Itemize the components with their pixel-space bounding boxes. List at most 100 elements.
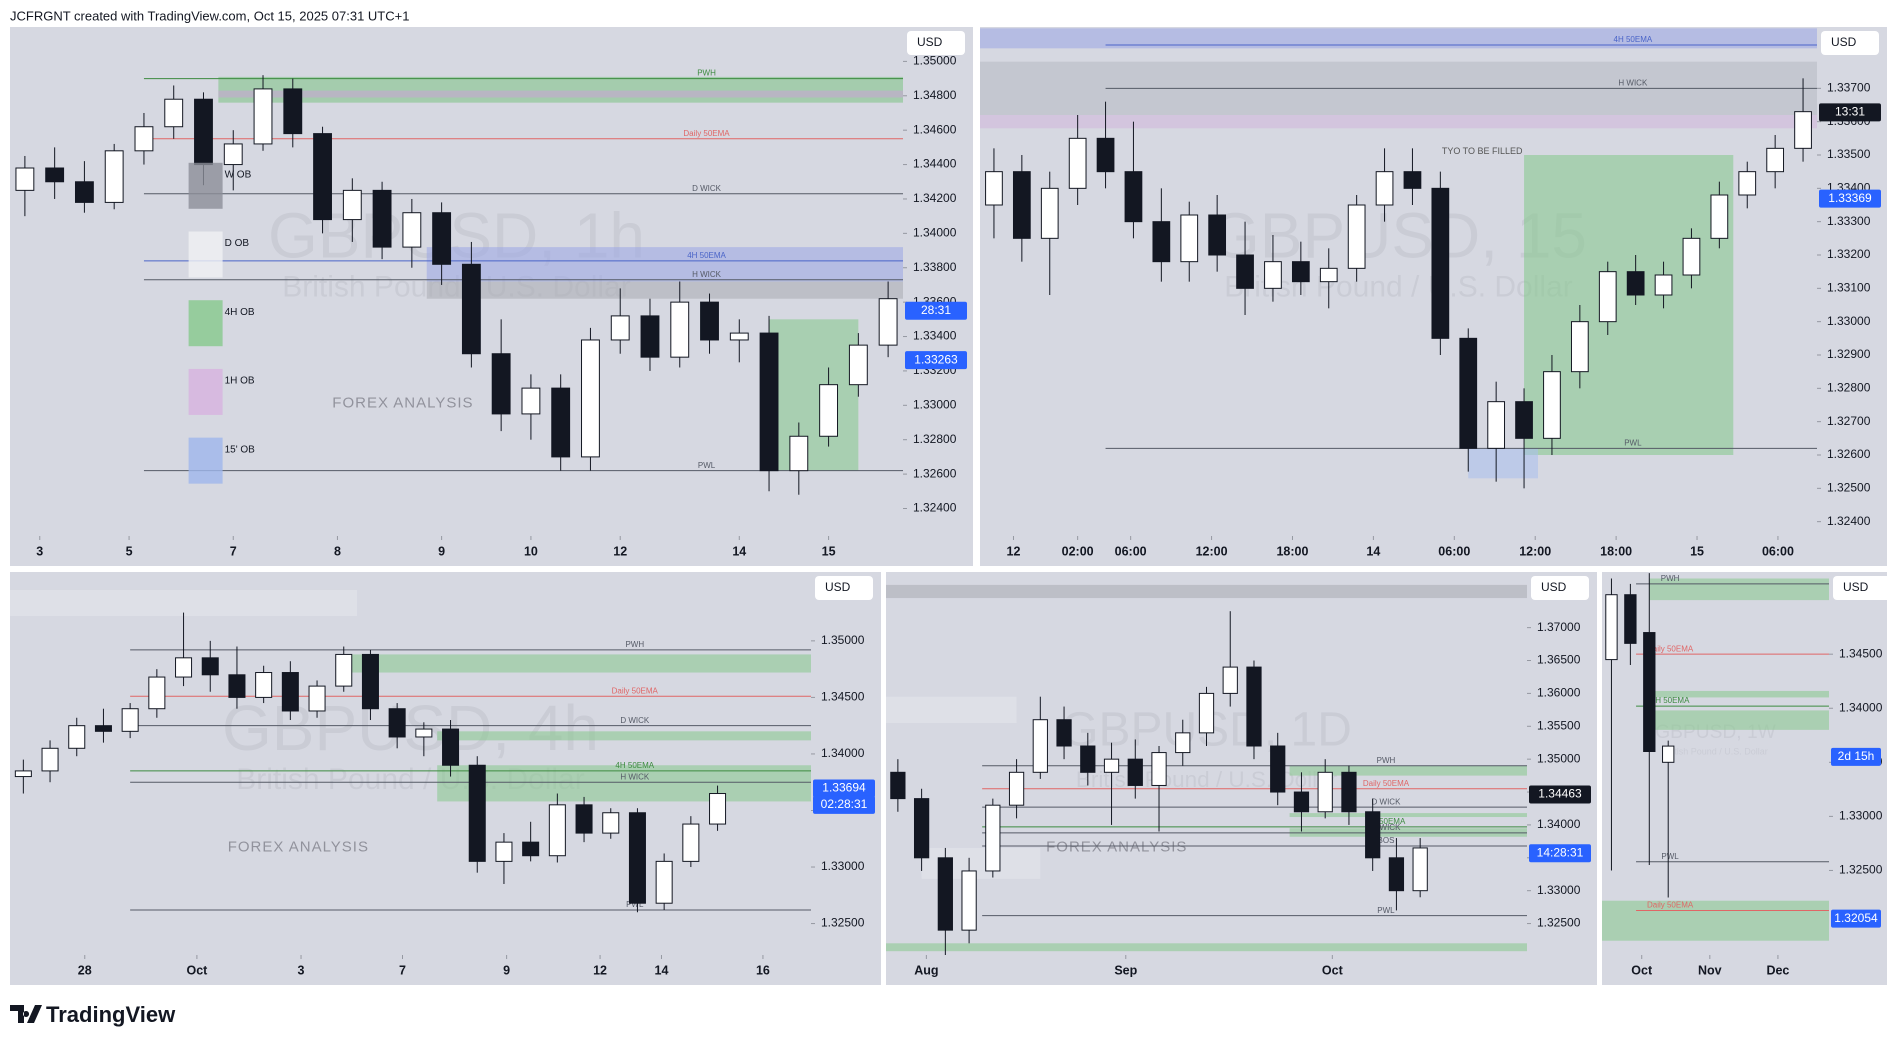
candle-body [1008, 771, 1025, 806]
x-tick-label: 15 [822, 544, 836, 558]
level-label: PWL [626, 900, 644, 909]
candle-body [361, 653, 379, 710]
x-tick-label: 18:00 [1600, 544, 1632, 558]
candle-body [1431, 187, 1450, 339]
y-tick-label: 1.33000 [821, 859, 865, 873]
candle-body [1032, 719, 1048, 773]
currency-button [1531, 576, 1589, 600]
level-label: PWL [1624, 438, 1642, 447]
candle-body [121, 708, 139, 732]
y-tick-label: 1.33000 [1839, 809, 1883, 823]
candle-body [308, 685, 326, 712]
currency-label: USD [1831, 35, 1857, 49]
y-tick-label: 1.35000 [913, 54, 957, 68]
candle-body [602, 812, 620, 834]
ob-swatch [188, 368, 223, 415]
x-tick-label: Dec [1766, 963, 1789, 977]
level-label: PWL [1377, 906, 1395, 915]
price-zone [886, 584, 1527, 599]
ob-swatch [188, 162, 223, 209]
y-tick-label: 1.35000 [821, 633, 865, 647]
candle-body [415, 728, 433, 738]
candle-body [14, 770, 32, 778]
ob-label: 1H OB [225, 376, 255, 387]
y-tick-label: 1.34500 [1839, 646, 1883, 660]
candle-body [1662, 745, 1675, 763]
y-tick-label: 1.33000 [1537, 883, 1581, 897]
candle-body [890, 771, 906, 800]
level-label: Daily 50EMA [1647, 901, 1694, 910]
level-label: H WICK [1618, 78, 1648, 87]
x-tick-label: 3 [36, 544, 43, 558]
candle-body [104, 150, 124, 203]
y-tick-label: 1.34400 [913, 157, 957, 171]
price-zone [343, 654, 811, 673]
candle-body [1040, 187, 1059, 239]
candle-body [1270, 745, 1286, 793]
candle-body [1264, 261, 1282, 289]
footer-brand: TradingView [46, 1002, 176, 1027]
candle-body [1643, 632, 1656, 752]
level-label: Daily 50EMA [683, 129, 730, 138]
price-tag-label: 14:28:31 [1537, 845, 1584, 859]
x-tick-label: 12 [1007, 544, 1021, 558]
candle-body [164, 98, 184, 128]
level-label: Daily 50EMA [612, 686, 659, 695]
price-zone [886, 696, 1017, 723]
candle-body [194, 98, 213, 166]
level-label: PWH [1661, 574, 1680, 583]
candle-body [1347, 204, 1366, 269]
level-label: H WICK [620, 772, 650, 781]
candle-body [313, 133, 332, 221]
x-tick-label: 14 [655, 963, 669, 977]
price-tag-label: 1.32054 [1834, 911, 1878, 925]
candle-body [74, 181, 94, 203]
candle-body [491, 353, 511, 415]
candle-body [878, 298, 898, 346]
candle-body [1222, 666, 1238, 694]
candle-body [1412, 847, 1428, 892]
price-tag-label: 1.33263 [914, 352, 958, 366]
y-tick-label: 1.34200 [913, 191, 957, 205]
candle-body [281, 672, 299, 712]
candle-body [228, 674, 246, 698]
level-label: Daily 50EMA [1363, 779, 1410, 788]
currency-label: USD [1843, 580, 1869, 594]
ob-swatch [188, 231, 223, 278]
candle-body [201, 657, 219, 676]
price-tag-label: 13:31 [1835, 105, 1865, 119]
candle-body [255, 672, 273, 698]
price-tag-label: 2d 15h [1838, 749, 1875, 763]
level-label: 4H 50EMA [1651, 696, 1690, 705]
price-tag-label: 1.34463 [1538, 787, 1582, 801]
x-tick-label: 3 [298, 963, 305, 977]
annotation: TYO TO BE FILLED [1442, 146, 1523, 156]
watermark-description: British Pound / U.S. Dollar [1663, 746, 1768, 756]
x-tick-label: 10 [524, 544, 538, 558]
candle-body [432, 212, 452, 265]
level-label: D WICK [692, 184, 722, 193]
candle-body [402, 212, 422, 248]
y-tick-label: 1.34000 [913, 226, 957, 240]
candle-body [495, 841, 513, 862]
candle-body [1570, 321, 1589, 373]
x-tick-label: 16 [756, 963, 770, 977]
x-tick-label: 9 [503, 963, 510, 977]
candle-body [1127, 758, 1143, 786]
price-tag-label: 02:28:31 [821, 797, 868, 811]
x-tick-label: Oct [1631, 963, 1653, 977]
x-tick-label: 8 [334, 544, 341, 558]
price-zone [437, 731, 811, 741]
candle-body [1198, 692, 1215, 734]
currency-button [907, 31, 965, 55]
y-tick-label: 1.33300 [1827, 214, 1871, 228]
x-tick-label: 12 [593, 963, 607, 977]
candle-body [729, 332, 749, 341]
candle-body [253, 88, 273, 145]
y-tick-label: 1.34000 [1537, 817, 1581, 831]
level-label: D WICK [1372, 797, 1402, 806]
